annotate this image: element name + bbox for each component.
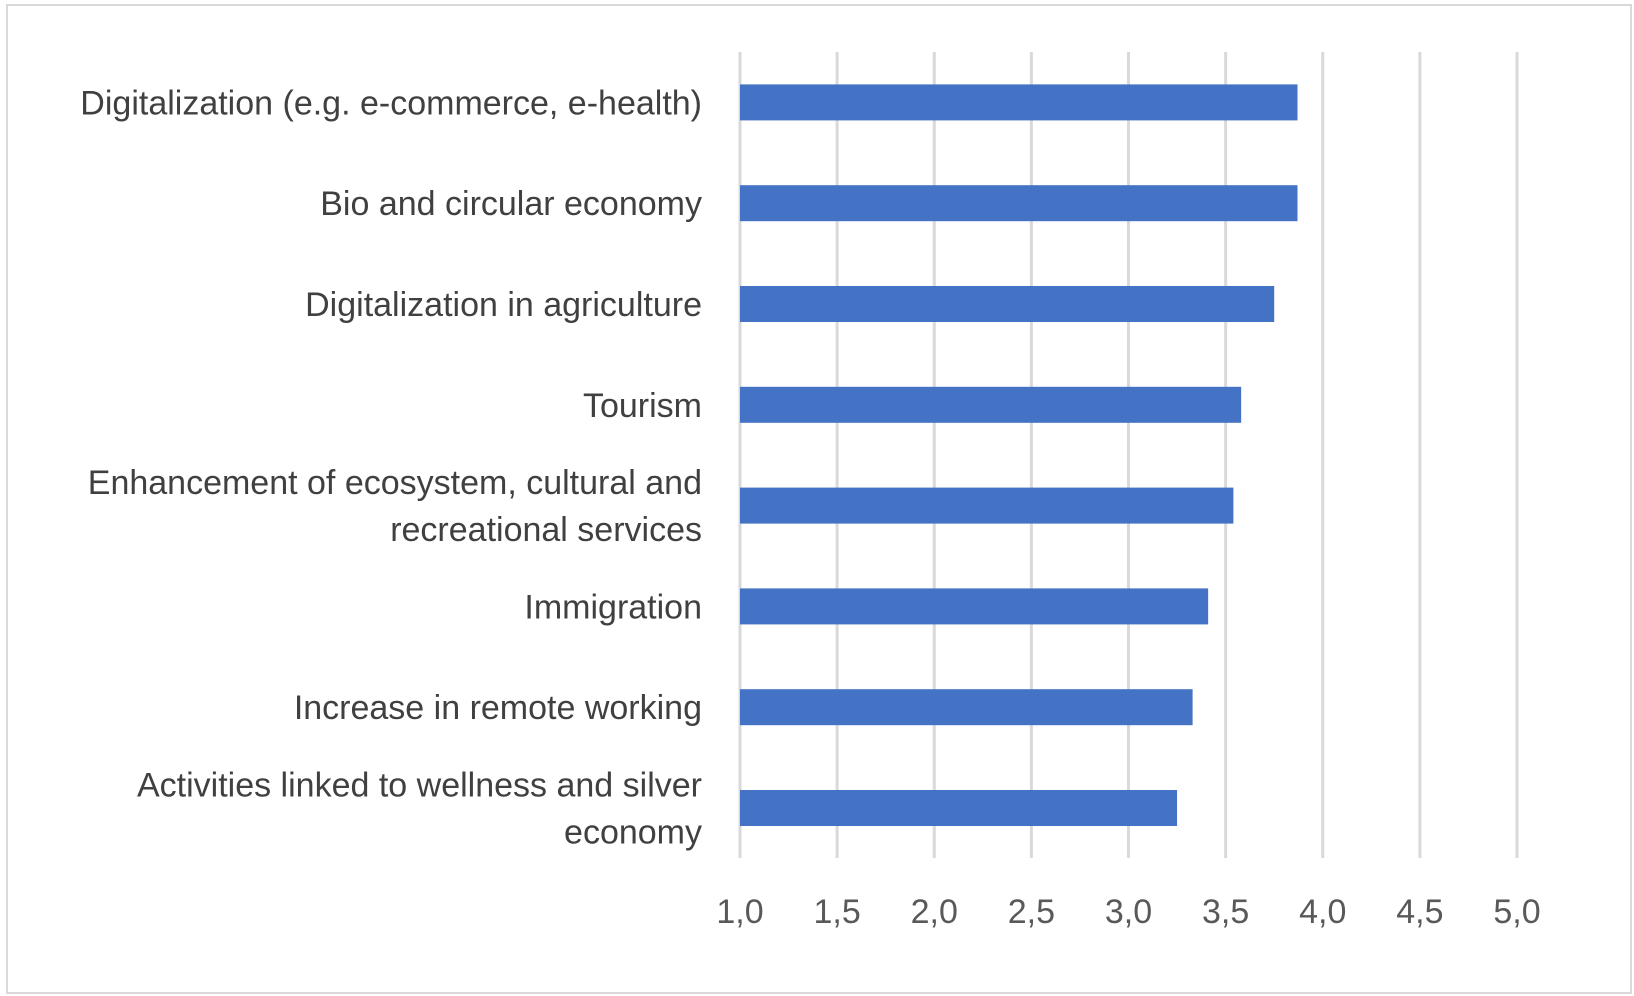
x-tick-label: 2,0: [911, 893, 958, 931]
category-label: Enhancement of ecosystem, cultural and re…: [88, 464, 702, 549]
bar: [740, 790, 1178, 826]
bar: [740, 487, 1234, 524]
category-label: Immigration: [524, 588, 702, 626]
category-label: Digitalization in agriculture: [305, 286, 702, 324]
bar: [740, 84, 1298, 121]
x-tick-label: 4,5: [1396, 893, 1443, 931]
category-label: Tourism: [583, 387, 702, 425]
bar: [740, 386, 1242, 423]
category-label: Increase in remote working: [294, 689, 702, 727]
bar: [740, 588, 1209, 625]
x-tick-label: 4,0: [1299, 893, 1346, 931]
category-label: Digitalization (e.g. e-commerce, e-healt…: [80, 84, 702, 122]
category-label: Bio and circular economy: [320, 185, 702, 223]
bar: [740, 185, 1298, 222]
x-tick-label: 1,0: [716, 893, 763, 931]
x-axis-tick-labels: 1,0 1,5 2,0 2,5 3,0 3,5 4,0 4,5 5,0: [716, 893, 1540, 931]
x-tick-label: 1,5: [813, 893, 860, 931]
gridlines: [738, 52, 1519, 858]
bar: [740, 689, 1193, 726]
x-tick-label: 2,5: [1008, 893, 1055, 931]
category-label: Activities linked to wellness and silver…: [137, 767, 702, 852]
bar: [740, 286, 1275, 322]
x-tick-label: 3,0: [1105, 893, 1152, 931]
x-tick-label: 5,0: [1493, 893, 1540, 931]
category-labels: Digitalization (e.g. e-commerce, e-healt…: [80, 84, 702, 851]
bars: [740, 84, 1298, 826]
x-tick-label: 3,5: [1202, 893, 1249, 931]
